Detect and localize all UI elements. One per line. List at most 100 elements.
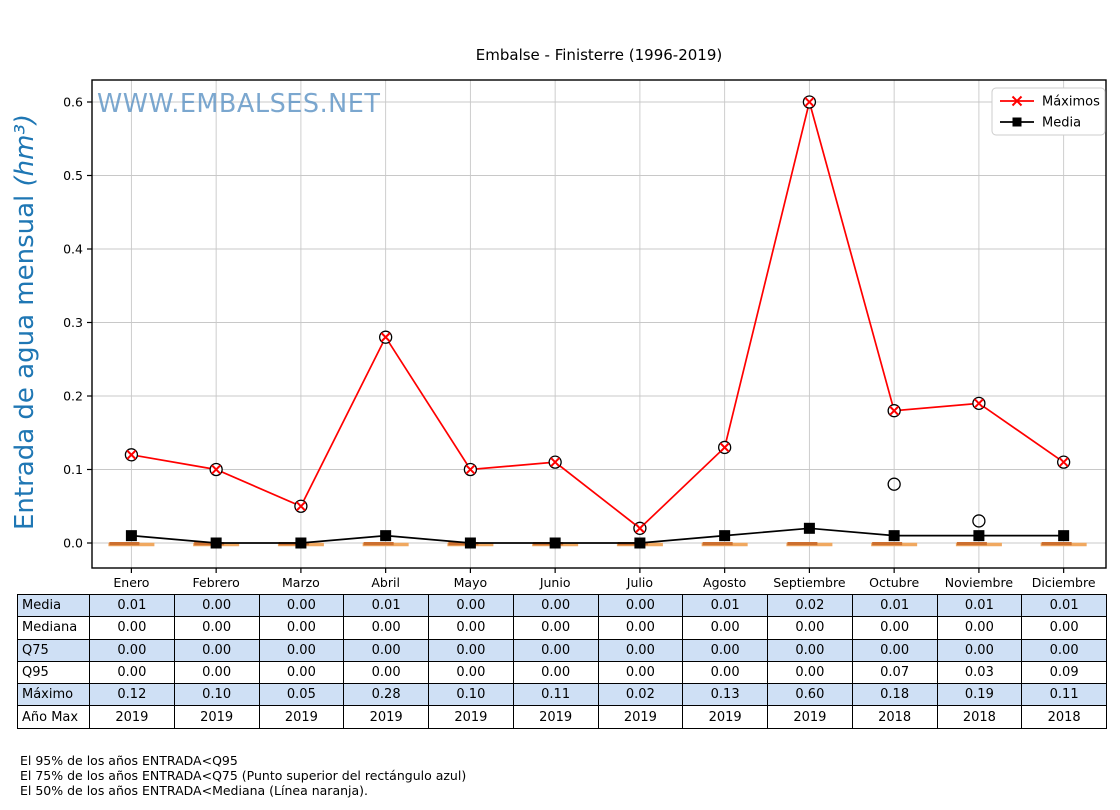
y-tick-label: 0.3	[63, 315, 83, 330]
chart-title: Embalse - Finisterre (1996-2019)	[475, 46, 723, 64]
table-cell: 0.12	[89, 683, 175, 707]
legend-label-media: Media	[1042, 116, 1081, 131]
table-row-label: Q95	[17, 660, 90, 685]
y-tick-label: 0.4	[63, 242, 83, 257]
x-tick-label-agosto: Agosto	[703, 575, 746, 590]
table-cell: 0.00	[851, 616, 938, 640]
table-cell: 2019	[428, 705, 514, 729]
table-row-label: Año Max	[17, 705, 90, 729]
table-cell: 0.10	[173, 683, 260, 707]
table-cell: 0.19	[936, 683, 1023, 707]
x-tick-label-octubre: Octubre	[869, 575, 919, 590]
legend-item-media: Media	[1000, 116, 1081, 131]
stats-table-container: Media 0.01 0.00 0.00 0.01 0.00 0.00 0.00 0.01 0.0…	[17, 593, 1107, 729]
note-q75: El 75% de los años ENTRADA<Q75 (Punto su…	[20, 768, 467, 783]
table-cell: 0.00	[597, 593, 684, 618]
table-cell: 0.00	[682, 638, 768, 662]
table-cell: 0.01	[851, 593, 938, 618]
table-cell: 0.00	[767, 616, 853, 640]
table-cell: 0.01	[682, 593, 768, 618]
table-row-año-max: Año Max 2019 2019 2019 2019 2019 2019 2019 2019 2…	[17, 705, 1107, 729]
table-cell: 0.00	[1021, 616, 1107, 640]
y-tick-label: 0.6	[63, 95, 83, 110]
table-cell: 0.01	[1021, 593, 1107, 618]
table-cell: 2019	[767, 705, 853, 729]
table-cell: 0.00	[89, 660, 175, 685]
table-cell: 0.60	[767, 683, 853, 707]
maximos-line	[131, 98, 1065, 530]
table-cell: 0.09	[1021, 660, 1107, 685]
table-cell: 2018	[1021, 705, 1107, 729]
outlier-circles	[887, 477, 986, 528]
table-cell: 0.00	[258, 593, 345, 618]
table-cell: 0.18	[851, 683, 938, 707]
table-cell: 0.00	[512, 660, 599, 685]
x-tick-labels: Enero Febrero Marzo Abril Mayo Junio Julio Agos…	[113, 575, 1095, 590]
table-cell: 0.05	[258, 683, 345, 707]
axis-ticks	[87, 101, 1065, 573]
y-tick-label: 0.1	[63, 462, 83, 477]
x-tick-label-enero: Enero	[113, 575, 149, 590]
table-cell: 0.00	[597, 638, 684, 662]
table-cell: 2019	[343, 705, 429, 729]
table-cell: 0.00	[89, 638, 175, 662]
chart-canvas: WWW.EMBALSES.NET 0.0 0.1 0.2 0.3 0.4 0.5 0.6 Ene…	[10, 79, 1107, 590]
gridlines	[92, 80, 1106, 568]
table-cell: 0.00	[173, 660, 260, 685]
table-cell: 0.00	[1021, 638, 1107, 662]
table-cell: 2018	[851, 705, 938, 729]
table-row-label: Mediana	[17, 616, 90, 640]
x-tick-label-marzo: Marzo	[282, 575, 320, 590]
table-cell: 0.00	[936, 616, 1023, 640]
table-cell: 0.00	[512, 616, 599, 640]
y-tick-label: 0.0	[63, 536, 83, 551]
legend-label-maximos: Máximos	[1042, 95, 1100, 110]
stats-table: Media 0.01 0.00 0.00 0.01 0.00 0.00 0.00 0.01 0.0…	[17, 593, 1107, 729]
table-cell: 0.13	[682, 683, 768, 707]
table-cell: 0.00	[597, 616, 684, 640]
note-mediana: El 50% de los años ENTRADA<Mediana (Líne…	[20, 783, 369, 798]
table-cell: 0.00	[173, 593, 260, 618]
table-cell: 0.00	[428, 593, 514, 618]
watermark: WWW.EMBALSES.NET	[97, 89, 380, 119]
note-q95: El 95% de los años ENTRADA<Q95	[20, 753, 238, 768]
table-cell: 0.00	[258, 616, 345, 640]
media-markers	[125, 522, 1070, 549]
table-cell: 0.00	[682, 660, 768, 685]
table-row-q75: Q75 0.00 0.00 0.00 0.00 0.00 0.00 0.00 0.00 0.00 0…	[17, 638, 1107, 662]
table-cell: 2019	[597, 705, 684, 729]
table-cell: 2019	[682, 705, 768, 729]
table-cell: 0.00	[428, 616, 514, 640]
y-axis-label: Entrada de agua mensual (hm³)	[10, 114, 40, 530]
table-cell: 0.00	[428, 660, 514, 685]
x-tick-label-septiembre: Septiembre	[773, 575, 846, 590]
x-tick-label-noviembre: Noviembre	[945, 575, 1014, 590]
table-cell: 0.00	[512, 638, 599, 662]
y-tick-label: 0.2	[63, 389, 83, 404]
table-cell: 0.00	[597, 660, 684, 685]
legend: Máximos Media	[991, 87, 1106, 136]
table-cell: 0.00	[173, 638, 260, 662]
maximos-markers	[124, 95, 1071, 535]
x-tick-label-mayo: Mayo	[454, 575, 488, 590]
table-cell: 2018	[936, 705, 1023, 729]
table-cell: 0.10	[428, 683, 514, 707]
table-row-label: Media	[17, 593, 90, 618]
table-cell: 0.00	[258, 660, 345, 685]
table-row-label: Máximo	[17, 683, 90, 707]
table-cell: 0.00	[343, 616, 429, 640]
x-tick-label-julio: Julio	[626, 575, 653, 590]
table-cell: 0.02	[597, 683, 684, 707]
table-cell: 2019	[512, 705, 599, 729]
table-cell: 0.07	[851, 660, 938, 685]
x-tick-label-abril: Abril	[371, 575, 400, 590]
plot-border	[91, 79, 1107, 569]
table-cell: 0.00	[258, 638, 345, 662]
table-cell: 0.11	[1021, 683, 1107, 707]
legend-item-maximos: Máximos	[1000, 95, 1100, 110]
table-cell: 0.00	[343, 638, 429, 662]
table-cell: 2019	[89, 705, 175, 729]
table-cell: 0.02	[767, 593, 853, 618]
table-cell: 0.00	[767, 638, 853, 662]
